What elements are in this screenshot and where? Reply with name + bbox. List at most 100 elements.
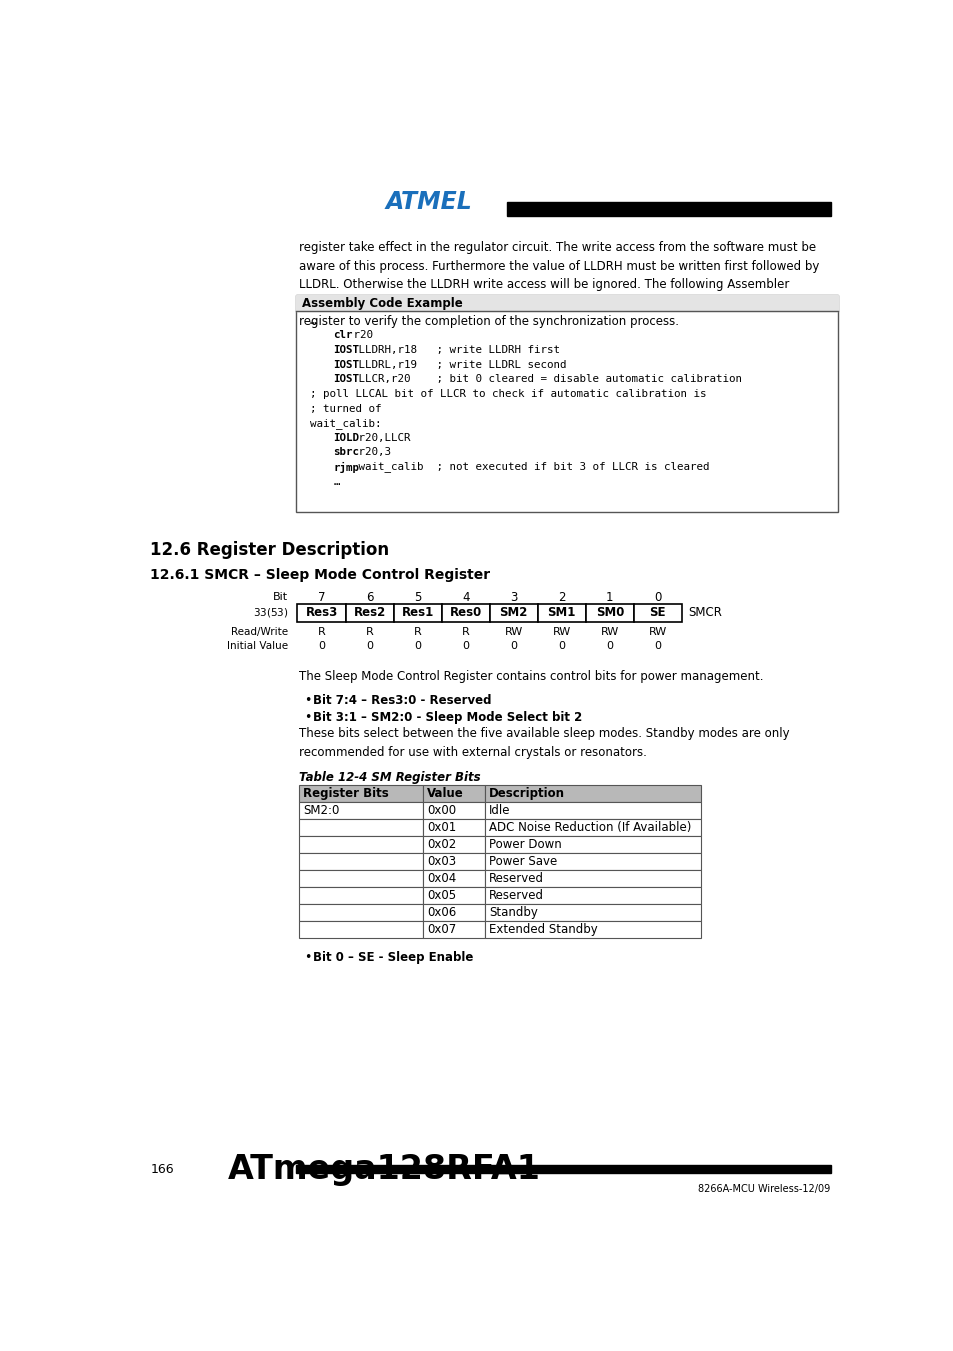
Text: Idle: Idle <box>488 804 510 817</box>
Text: 2: 2 <box>558 590 565 604</box>
Text: 0: 0 <box>606 640 613 651</box>
Text: 166: 166 <box>150 1163 173 1175</box>
Text: 0x00: 0x00 <box>427 804 456 817</box>
Bar <box>298 886 422 904</box>
Bar <box>489 604 537 621</box>
Text: R: R <box>365 627 373 636</box>
Text: IOST: IOST <box>333 345 358 355</box>
Text: IOST: IOST <box>333 374 358 384</box>
Text: 0: 0 <box>366 640 373 651</box>
Text: Register Bits: Register Bits <box>303 788 388 800</box>
Text: These bits select between the five available sleep modes. Standby modes are only: These bits select between the five avail… <box>298 727 789 759</box>
Text: 0x01: 0x01 <box>427 821 456 834</box>
Text: 7: 7 <box>317 590 325 604</box>
Text: •: • <box>303 951 311 963</box>
Bar <box>422 836 484 852</box>
Text: register take effect in the regulator circuit. The write access from the softwar: register take effect in the regulator ci… <box>298 242 819 328</box>
Text: 0x02: 0x02 <box>427 838 456 851</box>
Text: sbrc: sbrc <box>333 447 358 458</box>
Text: 0: 0 <box>317 640 325 651</box>
Text: R: R <box>461 627 469 636</box>
Text: SM2:0: SM2:0 <box>303 804 339 817</box>
Text: 0x03: 0x03 <box>427 855 456 867</box>
Bar <box>295 296 838 311</box>
Bar <box>441 604 489 621</box>
Bar <box>422 870 484 886</box>
Text: RW: RW <box>504 627 522 636</box>
Bar <box>506 203 830 216</box>
Bar <box>484 802 700 819</box>
Text: Table 12-4 SM Register Bits: Table 12-4 SM Register Bits <box>298 771 480 784</box>
Text: r20,LLCR: r20,LLCR <box>352 432 410 443</box>
Text: LLDRL,r19   ; write LLDRL second: LLDRL,r19 ; write LLDRL second <box>352 359 566 370</box>
Text: ADC Noise Reduction (If Available): ADC Noise Reduction (If Available) <box>488 821 691 834</box>
Text: Initial Value: Initial Value <box>227 640 288 651</box>
Bar <box>484 836 700 852</box>
Text: RW: RW <box>600 627 618 636</box>
Bar <box>298 870 422 886</box>
Text: 0: 0 <box>414 640 420 651</box>
Text: R: R <box>414 627 421 636</box>
Bar <box>484 785 700 802</box>
Bar <box>422 920 484 938</box>
Text: r20: r20 <box>347 331 373 340</box>
Bar <box>298 802 422 819</box>
Bar <box>422 852 484 870</box>
Text: The Sleep Mode Control Register contains control bits for power management.: The Sleep Mode Control Register contains… <box>298 670 762 684</box>
Bar <box>298 920 422 938</box>
Text: Res0: Res0 <box>449 607 481 620</box>
Bar <box>345 604 394 621</box>
Text: LLCR,r20    ; bit 0 cleared = disable automatic calibration: LLCR,r20 ; bit 0 cleared = disable autom… <box>352 374 741 384</box>
Text: …: … <box>333 477 339 486</box>
Text: Value: Value <box>427 788 463 800</box>
Text: 5: 5 <box>414 590 421 604</box>
Bar <box>298 852 422 870</box>
Text: Reserved: Reserved <box>488 871 543 885</box>
Text: clr: clr <box>333 331 353 340</box>
Bar <box>394 604 441 621</box>
Bar <box>298 785 422 802</box>
Text: •: • <box>303 694 311 707</box>
Text: Bit: Bit <box>273 592 288 603</box>
Text: Res3: Res3 <box>305 607 337 620</box>
Bar <box>585 604 633 621</box>
Text: 0: 0 <box>461 640 469 651</box>
Bar <box>422 819 484 836</box>
Text: R: R <box>317 627 325 636</box>
Text: SM1: SM1 <box>547 607 576 620</box>
Text: ATmega128RFA1: ATmega128RFA1 <box>228 1152 540 1186</box>
Text: RW: RW <box>552 627 570 636</box>
Text: 0: 0 <box>654 590 660 604</box>
Bar <box>422 904 484 920</box>
Text: wait_calib:: wait_calib: <box>310 417 381 428</box>
Bar <box>484 904 700 920</box>
Text: IOLD: IOLD <box>333 432 358 443</box>
Bar <box>298 819 422 836</box>
Bar <box>484 852 700 870</box>
Text: SM2: SM2 <box>499 607 527 620</box>
Text: Res2: Res2 <box>353 607 385 620</box>
Text: 0x06: 0x06 <box>427 905 456 919</box>
Text: IOST: IOST <box>333 359 358 370</box>
Text: ; turned of: ; turned of <box>310 404 381 413</box>
FancyBboxPatch shape <box>295 296 838 512</box>
Text: Res1: Res1 <box>401 607 434 620</box>
Bar <box>537 604 585 621</box>
Text: 4: 4 <box>461 590 469 604</box>
Bar <box>633 604 681 621</box>
Text: 8266A-MCU Wireless-12/09: 8266A-MCU Wireless-12/09 <box>698 1183 830 1193</box>
Bar <box>295 1166 830 1173</box>
Text: r20,3: r20,3 <box>352 447 391 458</box>
Bar <box>484 870 700 886</box>
Text: 0x05: 0x05 <box>427 889 456 901</box>
Text: Assembly Code Example: Assembly Code Example <box>302 296 462 309</box>
Text: Bit 0 – SE - Sleep Enable: Bit 0 – SE - Sleep Enable <box>313 951 473 963</box>
Text: 0: 0 <box>558 640 565 651</box>
Text: $33 ($53): $33 ($53) <box>253 607 288 620</box>
Text: 0: 0 <box>510 640 517 651</box>
Text: LLDRH,r18   ; write LLDRH first: LLDRH,r18 ; write LLDRH first <box>352 345 559 355</box>
Text: Reserved: Reserved <box>488 889 543 901</box>
Bar <box>422 785 484 802</box>
Bar <box>484 819 700 836</box>
Text: SE: SE <box>649 607 665 620</box>
